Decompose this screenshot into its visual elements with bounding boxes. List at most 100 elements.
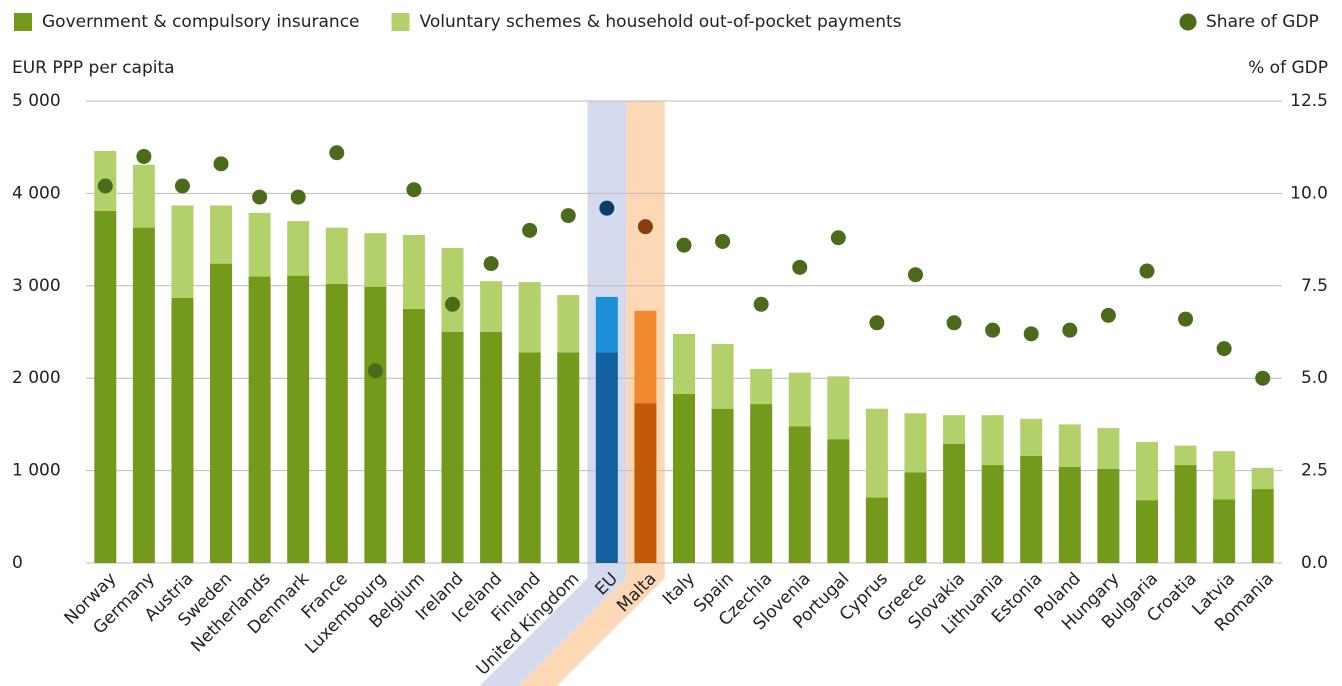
bar-segment — [1058, 466, 1081, 563]
bar-segment — [518, 352, 541, 563]
gdp-dot — [637, 219, 653, 235]
y2-tick-label: 2.5 — [1301, 461, 1328, 481]
gdp-dot — [715, 233, 731, 249]
gdp-dot — [406, 182, 422, 198]
bar-segment — [634, 403, 657, 563]
bar-segment — [711, 344, 734, 409]
highlight-band — [479, 101, 627, 686]
y2-tick-label: 7.5 — [1301, 276, 1328, 296]
y2-tick-label: 5.0 — [1301, 368, 1328, 388]
bar-segment — [1135, 500, 1158, 563]
gdp-dot — [290, 189, 306, 205]
bar-segment — [364, 233, 387, 287]
bar-segment — [287, 221, 310, 276]
gdp-dot — [946, 315, 962, 331]
legend-label: Government & compulsory insurance — [42, 12, 360, 32]
bar-segment — [827, 439, 850, 563]
gdp-dot — [1023, 326, 1039, 342]
y-tick-label: 0 — [12, 553, 23, 573]
y-tick-label: 1 000 — [12, 461, 61, 481]
gdp-dot — [136, 148, 152, 164]
bar-segment — [788, 426, 811, 563]
gdp-dot — [1139, 263, 1155, 279]
bar-segment — [1020, 455, 1043, 563]
bar-segment — [1058, 424, 1081, 467]
bar-segment — [1174, 465, 1197, 563]
bar-segment — [943, 443, 966, 563]
bar-segment — [325, 283, 348, 563]
bar-segment — [673, 333, 695, 394]
bar-segment — [518, 282, 541, 353]
y2-tick-label: 10.0 — [1290, 183, 1328, 203]
bar-segment — [904, 413, 927, 473]
legend-marker — [391, 13, 410, 31]
bar-segment — [981, 465, 1004, 563]
bar-segment — [750, 404, 773, 563]
y2-tick-label: 0.0 — [1301, 553, 1328, 573]
y2-tick-label: 12.5 — [1290, 91, 1328, 111]
gdp-dot — [560, 208, 576, 224]
y-tick-label: 5 000 — [12, 91, 61, 111]
gdp-dot — [1178, 311, 1194, 327]
bar-segment — [325, 227, 348, 284]
bar-segment — [1251, 467, 1274, 490]
gdp-dot — [907, 267, 923, 283]
bar-segment — [480, 332, 503, 563]
bar-segment — [287, 275, 310, 563]
legend-label: Voluntary schemes & household out-of-poc… — [420, 12, 902, 32]
legend-marker — [1179, 13, 1197, 31]
gdp-dot — [483, 256, 499, 272]
bar-segment — [1213, 499, 1236, 563]
bar-segment — [171, 297, 194, 563]
bar-segment — [1020, 418, 1043, 456]
bar-segment — [210, 263, 233, 563]
bar-segment — [1097, 468, 1120, 563]
bar-segment — [595, 352, 618, 563]
bar-segment — [248, 212, 271, 277]
gdp-dot — [985, 322, 1001, 338]
gdp-dot — [830, 230, 846, 246]
bar-segment — [595, 296, 618, 353]
gdp-dot — [1255, 370, 1271, 386]
gdp-dot — [367, 363, 383, 379]
bar-segment — [132, 164, 155, 228]
y-tick-label: 4 000 — [12, 183, 61, 203]
gdp-dot — [329, 145, 345, 161]
bar-segment — [441, 247, 464, 332]
gdp-dot — [1216, 341, 1232, 357]
y-tick-label: 3 000 — [12, 276, 61, 296]
gdp-dot — [1062, 322, 1078, 338]
gdp-dot — [1100, 307, 1116, 323]
gdp-dot — [599, 200, 615, 216]
bar-segment — [1135, 441, 1158, 501]
bar-segment — [904, 472, 927, 563]
bar-segment — [94, 210, 117, 563]
bar-segment — [711, 408, 734, 563]
bar-segment — [171, 205, 194, 298]
highlight-band — [518, 101, 665, 686]
bar-segment — [480, 281, 503, 332]
bar-segment — [981, 415, 1004, 466]
bar-segment — [865, 408, 888, 498]
gdp-dot — [174, 178, 190, 194]
bar-segment — [402, 308, 425, 563]
gdp-dot — [213, 156, 229, 172]
y-axis-label: EUR PPP per capita — [12, 58, 175, 78]
gdp-dot — [792, 259, 808, 275]
y-tick-label: 2 000 — [12, 368, 61, 388]
bar-segment — [364, 286, 387, 563]
gdp-dot — [869, 315, 885, 331]
bar-segment — [750, 368, 773, 405]
bar-segment — [1097, 428, 1120, 469]
gdp-dot — [252, 189, 268, 205]
y2-axis-label: % of GDP — [1248, 58, 1328, 78]
bar-segment — [634, 310, 657, 404]
bar-segment — [441, 332, 464, 563]
bar-segment — [1213, 451, 1236, 500]
bar-segment — [248, 276, 271, 563]
bar-segment — [132, 227, 155, 563]
gdp-dot — [753, 296, 769, 312]
bar-segment — [402, 234, 425, 309]
bar-segment — [827, 376, 850, 440]
